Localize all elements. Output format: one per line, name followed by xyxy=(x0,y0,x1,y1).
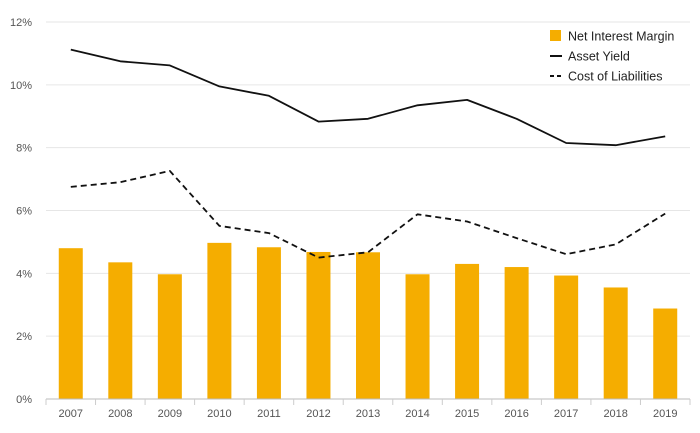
x-axis: 2007 2008 2009 2010 2011 2012 2013 2014 2015 2016… xyxy=(45,398,691,420)
grid xyxy=(46,21,690,337)
legend-swatch-net-interest-margin xyxy=(550,30,561,41)
legend-label: Cost of Liabilities xyxy=(568,70,663,84)
y-axis: 0% 2% 4% 6% 8% 10% 12% xyxy=(10,17,32,406)
legend-label: Net Interest Margin xyxy=(568,30,674,44)
bar xyxy=(207,242,232,399)
x-tick-label: 2007 xyxy=(59,408,83,420)
x-tick-label: 2013 xyxy=(356,408,380,420)
bar xyxy=(256,247,281,399)
bar xyxy=(504,267,529,399)
y-tick-label: 0% xyxy=(16,394,32,406)
bar xyxy=(603,287,628,399)
line-cost-of-liabilities xyxy=(70,170,666,259)
y-tick-label: 12% xyxy=(10,17,32,29)
x-tick-label: 2017 xyxy=(554,408,578,420)
bar xyxy=(157,274,182,399)
x-tick-label: 2018 xyxy=(603,408,627,420)
y-tick-label: 6% xyxy=(16,206,32,218)
x-tick-label: 2008 xyxy=(108,408,132,420)
x-tick-label: 2011 xyxy=(257,408,281,420)
bars-net-interest-margin xyxy=(58,242,678,399)
x-tick-label: 2016 xyxy=(504,408,528,420)
bar xyxy=(108,262,133,399)
bar xyxy=(405,274,430,399)
line-asset-yield xyxy=(70,48,666,147)
x-tick-label: 2014 xyxy=(405,408,429,420)
bar xyxy=(653,308,678,399)
x-tick-label: 2012 xyxy=(306,408,330,420)
x-tick-label: 2019 xyxy=(653,408,677,420)
y-tick-label: 10% xyxy=(10,80,32,92)
lines xyxy=(70,48,666,259)
x-tick-label: 2010 xyxy=(207,408,231,420)
bar xyxy=(455,263,480,399)
y-tick-label: 2% xyxy=(16,331,32,343)
x-tick-label: 2015 xyxy=(455,408,479,420)
y-tick-label: 8% xyxy=(16,143,32,155)
x-tick-label: 2009 xyxy=(158,408,182,420)
y-tick-label: 4% xyxy=(16,268,32,280)
legend-label: Asset Yield xyxy=(568,50,630,64)
bar xyxy=(58,248,83,399)
bar xyxy=(306,251,331,399)
legend: Net Interest Margin Asset Yield Cost of Li… xyxy=(550,30,674,84)
bar xyxy=(356,252,380,399)
bar xyxy=(554,275,579,399)
